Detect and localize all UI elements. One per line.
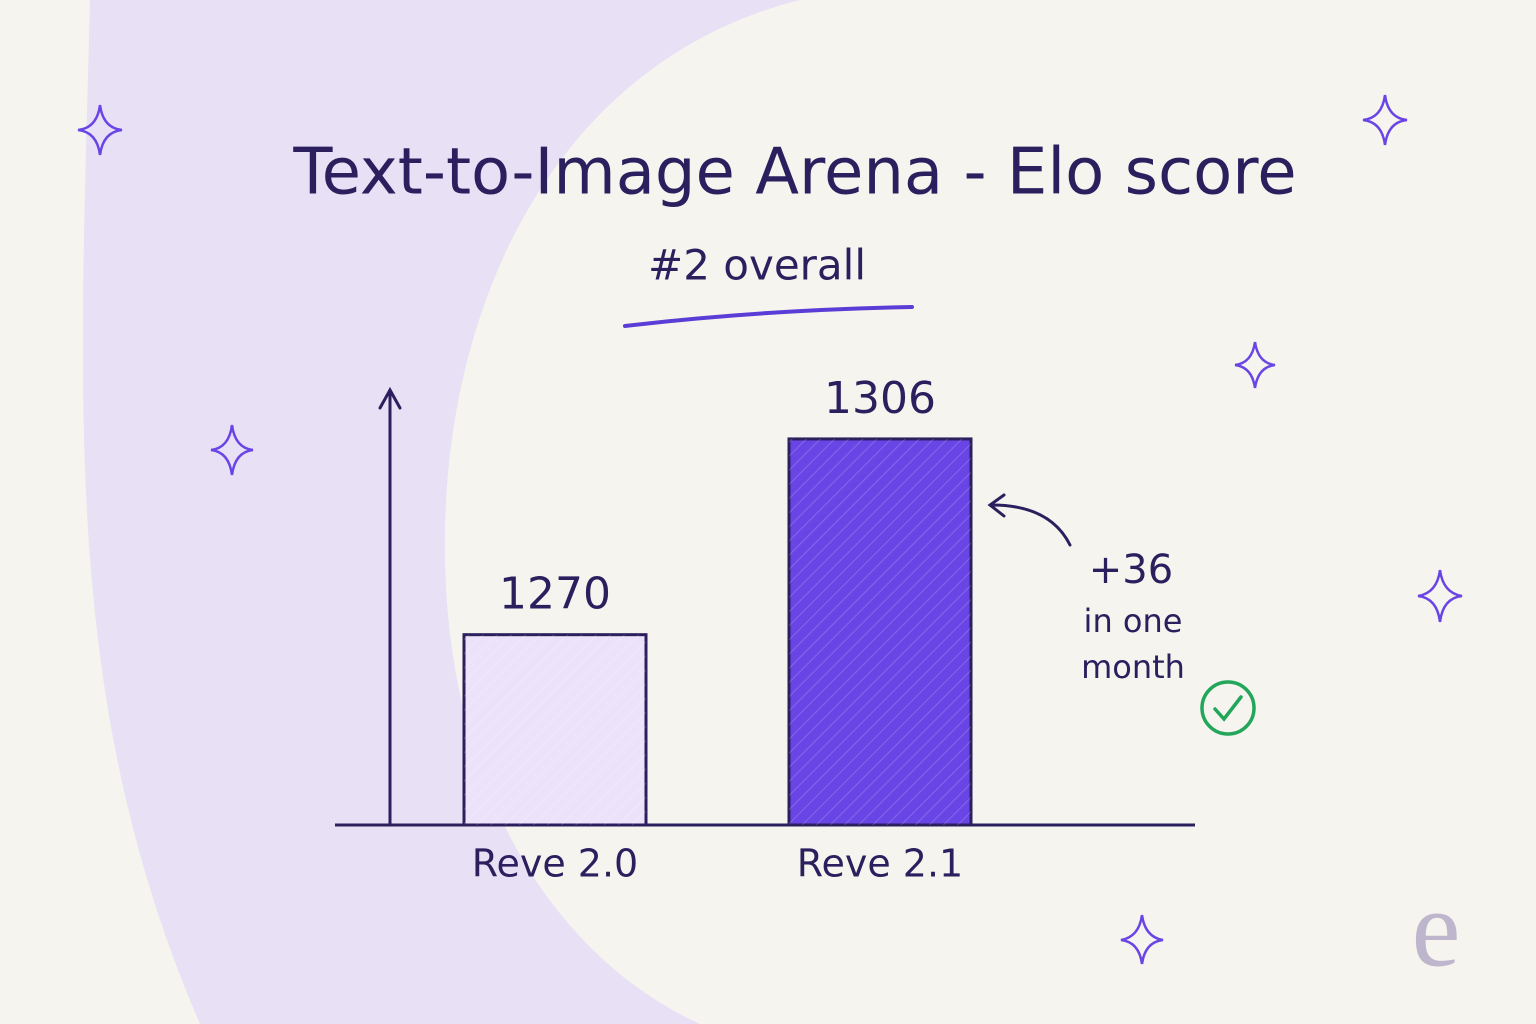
check-mark [1213, 695, 1243, 722]
subtitle-underline [623, 305, 914, 328]
sparkles [77, 94, 1463, 965]
annotation-arrow [987, 493, 1072, 547]
value-label: 1306 [824, 373, 936, 424]
check-circle [1200, 680, 1256, 736]
bar-hatch [464, 634, 646, 825]
chart-subtitle: #2 overall [648, 241, 866, 290]
bar-hatch [789, 438, 971, 825]
background-edge [0, 0, 200, 1024]
x-tick-label: Reve 2.1 [797, 842, 963, 886]
annotation-note: in one month [1081, 602, 1185, 686]
x-tick-label: Reve 2.0 [472, 842, 638, 886]
annotation: +36 [1089, 547, 1173, 593]
value-label: 1270 [499, 569, 611, 620]
background-arc [0, 0, 800, 1024]
chart-title: Text-to-Image Arena - Elo score [292, 136, 1296, 210]
y-axis [378, 386, 402, 827]
logo: e [1412, 867, 1461, 989]
